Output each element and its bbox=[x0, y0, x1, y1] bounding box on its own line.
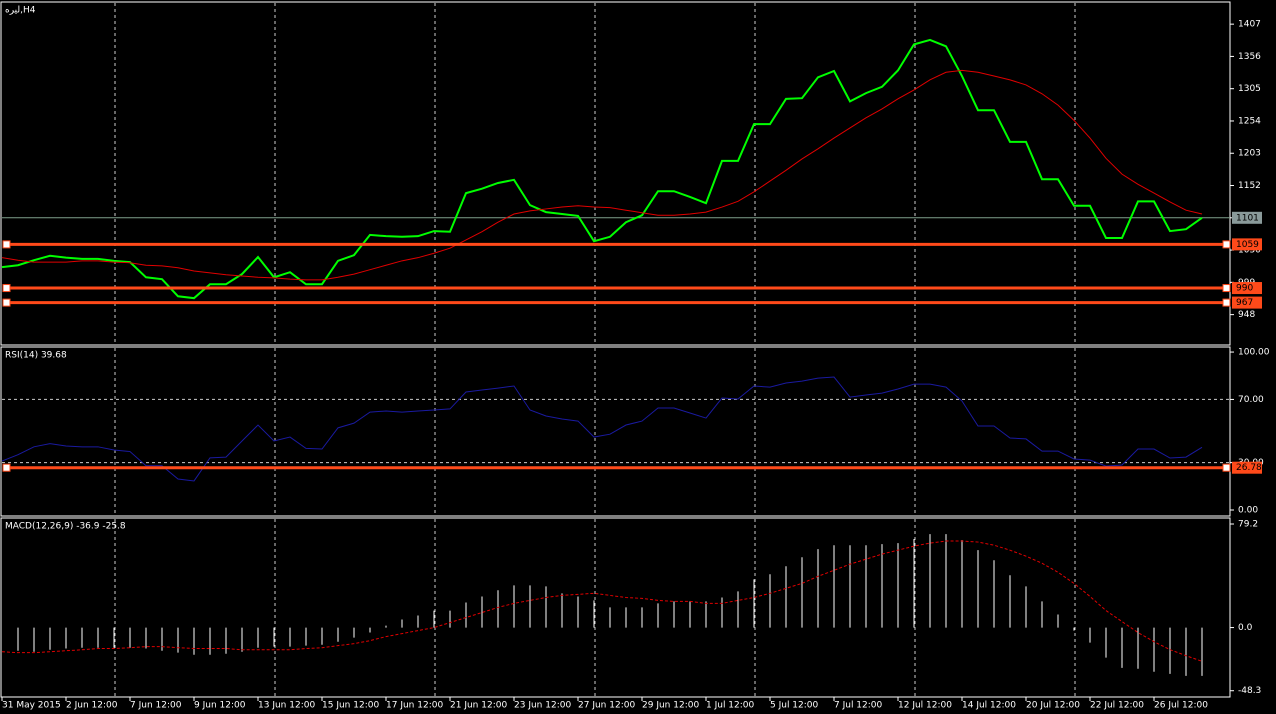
y-tick-label: 1305 bbox=[1238, 84, 1261, 94]
x-tick-label: 1 Jul 12:00 bbox=[706, 701, 755, 711]
y-tick-label: 1050 bbox=[1238, 246, 1261, 256]
y-tick-label: 1203 bbox=[1238, 149, 1261, 159]
x-tick-label: 14 Jul 12:00 bbox=[962, 701, 1016, 711]
x-tick-label: 7 Jul 12:00 bbox=[834, 701, 883, 711]
level-handle bbox=[2, 298, 11, 307]
x-tick-label: 20 Jul 12:00 bbox=[1026, 701, 1080, 711]
x-tick-label: 12 Jul 12:00 bbox=[898, 701, 952, 711]
x-tick-label: 2 Jun 12:00 bbox=[66, 701, 118, 711]
series-line bbox=[1, 38, 1203, 300]
signal-line bbox=[1, 540, 1203, 662]
panel-title: RSI(14) 39.68 bbox=[5, 351, 67, 361]
level-label-box bbox=[1232, 282, 1262, 295]
y-tick-label: 0.0 bbox=[1238, 623, 1253, 633]
level-handle bbox=[1222, 284, 1231, 293]
x-tick-label: 7 Jun 12:00 bbox=[130, 701, 182, 711]
y-tick-label: 948 bbox=[1238, 310, 1255, 320]
y-tick-label: 1356 bbox=[1238, 52, 1261, 62]
panel-title: لیره,H4 bbox=[5, 6, 36, 16]
panel-frame bbox=[0, 1, 1231, 346]
level-handle bbox=[2, 463, 11, 472]
y-tick-label: 1407 bbox=[1238, 20, 1261, 30]
x-tick-label: 29 Jun 12:00 bbox=[642, 701, 699, 711]
x-tick-label: 15 Jun 12:00 bbox=[322, 701, 379, 711]
level-handle bbox=[1222, 298, 1231, 307]
series-line bbox=[1, 376, 1203, 482]
y-tick-label: 0.00 bbox=[1238, 505, 1258, 515]
x-tick-label: 26 Jul 12:00 bbox=[1154, 701, 1208, 711]
x-tick-label: 31 May 2015 bbox=[2, 701, 61, 711]
y-tick-label: 79.2 bbox=[1238, 520, 1258, 530]
level-handle bbox=[1222, 240, 1231, 249]
level-handle bbox=[2, 240, 11, 249]
x-tick-label: 5 Jul 12:00 bbox=[770, 701, 819, 711]
panel-title: MACD(12,26,9) -36.9 -25.8 bbox=[5, 522, 126, 532]
level-label-box bbox=[1232, 238, 1262, 251]
y-tick-label: 1152 bbox=[1238, 181, 1261, 191]
level-label-box bbox=[1232, 461, 1262, 474]
y-tick-label: 1254 bbox=[1238, 116, 1261, 126]
y-tick-label: 70.00 bbox=[1238, 395, 1264, 405]
x-tick-label: 22 Jul 12:00 bbox=[1090, 701, 1144, 711]
level-label: 1059 bbox=[1236, 240, 1259, 250]
series-line bbox=[1, 69, 1203, 281]
level-handle bbox=[2, 284, 11, 293]
x-tick-label: 13 Jun 12:00 bbox=[258, 701, 315, 711]
x-tick-label: 9 Jun 12:00 bbox=[194, 701, 246, 711]
level-label: 990 bbox=[1236, 284, 1253, 294]
x-tick-label: 23 Jun 12:00 bbox=[514, 701, 571, 711]
level-label: 26.78 bbox=[1236, 463, 1262, 473]
y-tick-label: 100.00 bbox=[1238, 348, 1270, 358]
bid-label-box bbox=[1232, 211, 1262, 224]
x-tick-label: 17 Jun 12:00 bbox=[386, 701, 443, 711]
panel-frame bbox=[0, 346, 1231, 517]
level-label: 967 bbox=[1236, 298, 1253, 308]
panel-frame bbox=[0, 517, 1231, 698]
level-label-box bbox=[1232, 296, 1262, 309]
x-tick-label: 21 Jun 12:00 bbox=[450, 701, 507, 711]
level-handle bbox=[1222, 463, 1231, 472]
bid-label: 1101 bbox=[1236, 213, 1259, 223]
x-tick-label: 27 Jun 12:00 bbox=[578, 701, 635, 711]
y-tick-label: -48.3 bbox=[1238, 686, 1261, 696]
